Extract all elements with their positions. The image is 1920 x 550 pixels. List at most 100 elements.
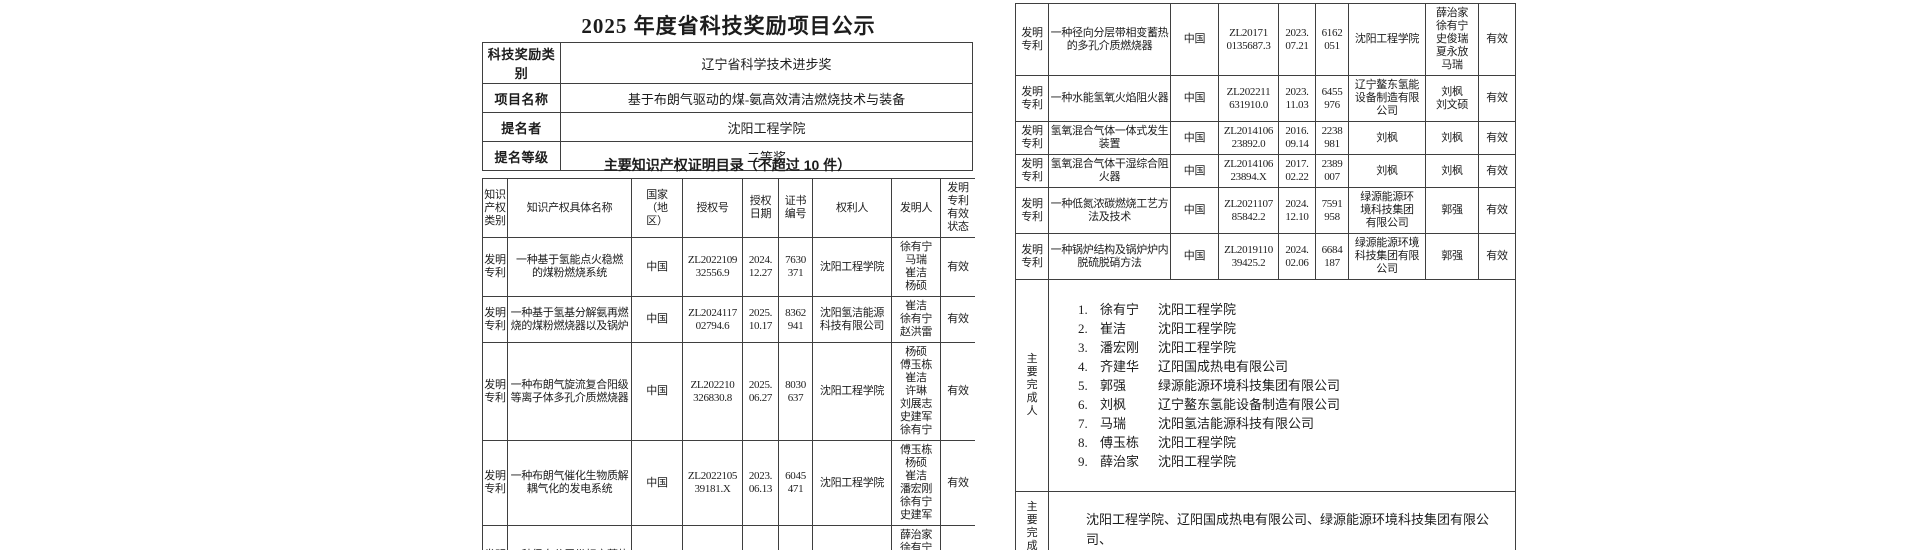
table-cell: 中国 — [1170, 75, 1219, 122]
table-cell: 中国 — [631, 440, 683, 526]
table-cell: 2025. 10.17 — [742, 296, 779, 343]
summary-rows: 主 要 完 成 人 1. 徐有宁 沈阳工程学院 2. 崔洁 沈阳工程学院 3. 潘宏刚 沈阳工程… — [1015, 279, 1516, 550]
table-cell: 2023. 11.03 — [1278, 75, 1316, 122]
table-cell: 一种水能氢氧火焰阻火器 — [1048, 75, 1171, 122]
contributor-line: 3. 潘宏刚 沈阳工程学院 — [1078, 338, 1514, 357]
table-cell: 2017. 02.22 — [1278, 154, 1316, 188]
table-cell: 2023. 07.21 — [742, 525, 779, 550]
table-cell: 2024. 12.10 — [1278, 187, 1316, 234]
table-cell: 2023. 07.21 — [1278, 3, 1316, 76]
table-cell: 沈阳工程学院 — [1348, 3, 1426, 76]
table-cell: ZL2014106 23892.0 — [1218, 121, 1279, 155]
table-cell: 7591 958 — [1315, 187, 1349, 234]
contributor-line: 1. 徐有宁 沈阳工程学院 — [1078, 300, 1514, 319]
table-cell: 2024. 02.06 — [1278, 233, 1316, 280]
patent-row: 发明 专利 一种锅炉结构及锅炉炉内 脱硫脱硝方法 中国 ZL2019110 39425… — [1015, 233, 1516, 280]
table-cell: 发明 专利 — [1015, 154, 1049, 188]
info-value: 基于布朗气驱动的煤-氨高效清洁燃烧技术与装备 — [560, 83, 973, 113]
table-cell: 一种径向分层带相变蓄热 的多孔介质燃烧器 — [1048, 3, 1171, 76]
table-cell: 有效 — [1478, 3, 1516, 76]
contributor-name: 郭强 — [1100, 378, 1127, 393]
table-cell: 发明 专利 — [1015, 3, 1049, 76]
patent-row: 发明 专利 一种基于氢能点火稳燃 的煤粉燃烧系统 中国 ZL2022109 32556… — [482, 237, 975, 297]
table-cell: ZL2024117 02794.6 — [682, 296, 743, 343]
contributor-number: 7. — [1078, 416, 1088, 431]
contributor-number: 3. — [1078, 340, 1088, 355]
table-cell: 2238 981 — [1315, 121, 1349, 155]
info-label: 提名等级 — [482, 141, 561, 171]
table-cell: 沈阳工程学院 — [812, 237, 892, 297]
column-header: 知识产权具体名称 — [507, 178, 632, 238]
contributor-name: 徐有宁 — [1100, 302, 1140, 317]
table-cell: 6045 471 — [778, 440, 813, 526]
project-info-table: 科技奖励类别 辽宁省科学技术进步奖 项目名称 基于布朗气驱动的煤-氨高效清洁燃烧技术与… — [482, 42, 973, 171]
contributor-name: 傅玉栋 — [1100, 435, 1140, 450]
table-cell: 8030 637 — [778, 342, 813, 441]
column-header: 证书 编号 — [778, 178, 813, 238]
table-cell: 6455 976 — [1315, 75, 1349, 122]
ip-directory-heading: 主要知识产权证明目录（不超过 10 件） — [603, 157, 852, 173]
info-row: 提名者 沈阳工程学院 — [482, 112, 973, 142]
table-cell: 中国 — [1170, 3, 1219, 76]
contributor-line: 2. 崔洁 沈阳工程学院 — [1078, 319, 1514, 338]
contributor-number: 5. — [1078, 378, 1088, 393]
table-cell: 一种布朗气催化生物质解 耦气化的发电系统 — [507, 440, 632, 526]
table-cell: 刘枫 — [1425, 154, 1479, 188]
table-cell: 6162 051 — [1315, 3, 1349, 76]
table-cell: ZL2014106 23894.X — [1218, 154, 1279, 188]
main-organizations-row: 主 要 完 成 单 位 沈阳工程学院、辽阳国成热电有限公司、绿源能源环境科技集团… — [1015, 491, 1516, 550]
table-cell: 刘枫 — [1425, 121, 1479, 155]
contributor-org: 沈阳工程学院 — [1158, 454, 1237, 469]
ip-table-page2-wrap: 发明 专利 一种径向分层带相变蓄热 的多孔介质燃烧器 中国 ZL20171 01356… — [1015, 3, 1516, 550]
table-cell: 傅玉栋 杨硕 崔洁 潘宏刚 徐有宁 史建军 — [891, 440, 941, 526]
info-label: 科技奖励类别 — [482, 42, 561, 84]
table-cell: ZL2022109 32556.9 — [682, 237, 743, 297]
table-cell: 发明 专利 — [482, 342, 508, 441]
contributor-org: 沈阳工程学院 — [1158, 302, 1237, 317]
contributor-number: 4. — [1078, 359, 1088, 374]
contributor-line: 4. 齐建华 辽阳国成热电有限公司 — [1078, 357, 1514, 376]
contributor-name: 马瑞 — [1100, 416, 1127, 431]
table-cell: 中国 — [1170, 187, 1219, 234]
contributor-number: 1. — [1078, 302, 1088, 317]
contributor-name: 潘宏刚 — [1100, 340, 1140, 355]
table-cell: 有效 — [940, 296, 975, 343]
table-cell: 有效 — [1478, 75, 1516, 122]
table-cell: 有效 — [940, 525, 975, 550]
contributor-org: 绿源能源环境科技集团有限公司 — [1158, 378, 1341, 393]
column-header: 发明 专利 有效 状态 — [940, 178, 975, 238]
table-cell: 一种低氮浓碳燃烧工艺方 法及技术 — [1048, 187, 1171, 234]
table-cell: 发明 专利 — [482, 296, 508, 343]
header-row: 知识 产权 类别 知识产权具体名称 国家 （地 区） 授权号 授权 日期 证书 编号 权利人… — [482, 178, 975, 238]
table-cell: 有效 — [1478, 187, 1516, 234]
table-cell: 发明 专利 — [1015, 121, 1049, 155]
main-contributors-row: 主 要 完 成 人 1. 徐有宁 沈阳工程学院 2. 崔洁 沈阳工程学院 3. 潘宏刚 沈阳工程… — [1015, 279, 1516, 492]
main-organizations-cell: 沈阳工程学院、辽阳国成热电有限公司、绿源能源环境科技集团有限公司、辽宁鳌东氢能设… — [1048, 491, 1516, 550]
table-cell: 有效 — [1478, 154, 1516, 188]
patent-row: 发明 专利 氢氧混合气体一体式发生 装置 中国 ZL2014106 23892.0 20… — [1015, 121, 1516, 155]
table-cell: 沈阳工程学院 — [812, 525, 892, 550]
table-cell: 中国 — [1170, 121, 1219, 155]
column-header: 国家 （地 区） — [631, 178, 683, 238]
table-cell: ZL20171 0135687.3 — [682, 525, 743, 550]
table-cell: 2023. 06.13 — [742, 440, 779, 526]
table-cell: 绿源能源环 境科技集团 有限公司 — [1348, 187, 1426, 234]
main-organizations-label: 主 要 完 成 单 位 — [1015, 491, 1049, 550]
column-header: 授权 日期 — [742, 178, 779, 238]
column-header: 授权号 — [682, 178, 743, 238]
table-cell: 一种布朗气旋流复合阳级 等离子体多孔介质燃烧器 — [507, 342, 632, 441]
table-cell: 中国 — [1170, 233, 1219, 280]
contributor-org: 沈阳工程学院 — [1158, 321, 1237, 336]
table-cell: 有效 — [940, 440, 975, 526]
table-cell: 徐有宁 马瑞 崔洁 杨硕 — [891, 237, 941, 297]
patent-row: 发明 专利 一种布朗气催化生物质解 耦气化的发电系统 中国 ZL2022105 391… — [482, 440, 975, 526]
contributor-name: 齐建华 — [1100, 359, 1140, 374]
contributor-name: 崔洁 — [1100, 321, 1127, 336]
contributor-name: 薛治家 — [1100, 454, 1140, 469]
table-cell: 中国 — [631, 237, 683, 297]
ip-table-header: 知识 产权 类别 知识产权具体名称 国家 （地 区） 授权号 授权 日期 证书 编号 权利人… — [482, 178, 975, 238]
table-cell: 沈阳工程学院 — [812, 342, 892, 441]
patent-row: 发明 专利 一种布朗气旋流复合阳级 等离子体多孔介质燃烧器 中国 ZL202210 3… — [482, 342, 975, 441]
